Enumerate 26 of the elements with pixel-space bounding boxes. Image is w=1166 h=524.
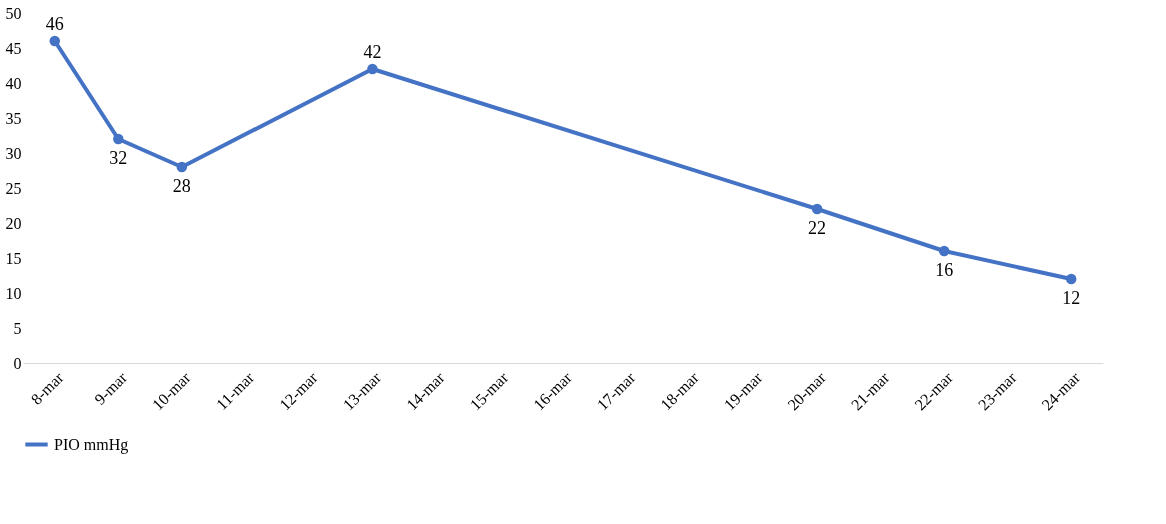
data-label: 46	[45, 14, 64, 34]
y-tick-label: 15	[5, 249, 22, 267]
point	[176, 161, 188, 173]
y-tick-label: 10	[5, 284, 22, 302]
legend-label: PIO mmHg	[54, 435, 129, 454]
point	[367, 63, 378, 75]
y-tick-label: 35	[5, 109, 22, 127]
data-label: 32	[109, 148, 128, 168]
y-tick-label: 40	[5, 74, 22, 92]
point	[49, 35, 61, 47]
y-tick-label: 5	[13, 319, 22, 337]
y-tick-label: 20	[5, 214, 22, 232]
y-tick-label: 45	[5, 39, 22, 57]
point	[938, 245, 950, 257]
data-label: 28	[172, 176, 191, 196]
y-tick-label: 50	[5, 4, 22, 22]
data-label: 42	[363, 42, 382, 62]
y-tick-label: 25	[5, 179, 22, 197]
point	[113, 133, 124, 145]
y-tick-label: 0	[13, 354, 22, 372]
y-tick-label: 30	[5, 144, 22, 162]
point	[811, 203, 823, 215]
data-label: 22	[808, 218, 827, 238]
data-label: 16	[935, 260, 954, 280]
data-label: 12	[1062, 288, 1081, 308]
point	[1065, 273, 1077, 285]
